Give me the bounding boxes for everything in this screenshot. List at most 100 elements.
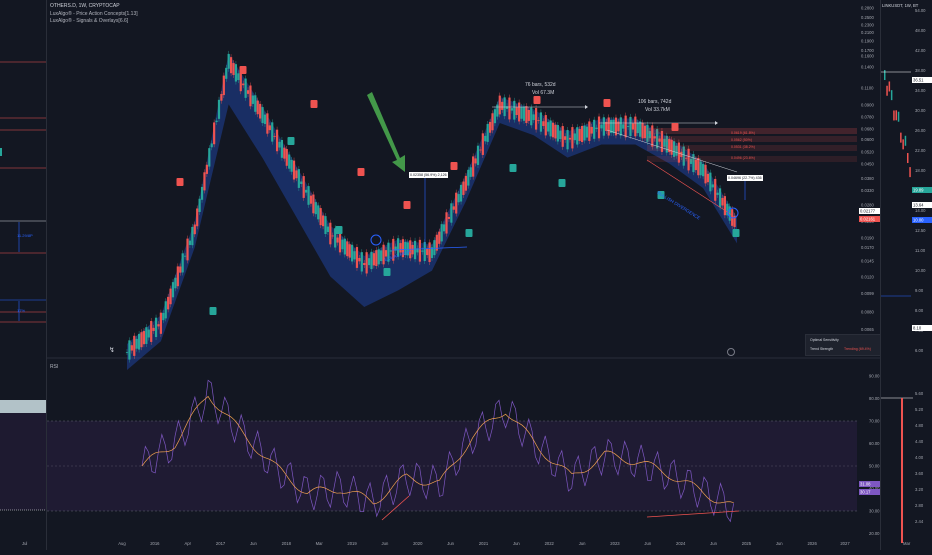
right-price-tag-bg: [912, 325, 932, 331]
candle-body: [246, 90, 250, 94]
rsi-tick: 90.00: [869, 374, 880, 379]
candle-body: [237, 73, 240, 81]
candle-body: [394, 246, 397, 251]
price-tick: 0.0120: [861, 275, 874, 280]
candle-body: [472, 156, 475, 177]
candle-body: [181, 253, 184, 273]
fib-1: 0.0619 (61.8%): [731, 131, 755, 135]
left-chart-panel[interactable]: 11.29/8P 17% Jul: [0, 0, 46, 550]
fib-band: [647, 156, 857, 162]
candle-body: [714, 178, 717, 201]
candle-body: [527, 110, 530, 121]
candle-body: [430, 247, 434, 258]
candle-body: [174, 277, 177, 289]
candle-body: [336, 237, 339, 243]
candle-body: [198, 198, 201, 212]
candle-body: [220, 93, 223, 101]
candle-body: [404, 242, 407, 256]
candle-body: [547, 122, 550, 132]
candle-body: [455, 192, 458, 214]
candle-body: [704, 164, 707, 184]
candle-body: [639, 121, 642, 137]
right-price-tick: 42.00: [915, 48, 926, 53]
candle-body: [372, 253, 376, 266]
main-chart-panel[interactable]: 0.2800 0.2500 0.2300 0.2100 0.1900 0.1700 0.16…: [47, 0, 883, 550]
main-right-separator[interactable]: [880, 0, 881, 550]
candle-body: [389, 250, 392, 252]
candle-body: [191, 226, 194, 246]
candle-body: [150, 320, 153, 342]
equal-high-line: [391, 246, 468, 251]
candle-body: [380, 250, 383, 262]
candle-body: [208, 148, 211, 167]
right-price-tick: 8.00: [915, 308, 924, 313]
buy-signal-icon: [465, 229, 473, 237]
candle-body: [685, 157, 688, 159]
price-tick: 0.1900: [861, 39, 874, 44]
candle-body: [367, 258, 371, 266]
price-tick: 0.0380: [861, 176, 874, 181]
candle-body: [387, 242, 390, 262]
right-price-tick: 26.00: [915, 128, 926, 133]
right-price-tick: 9.00: [915, 288, 924, 293]
right-chart-panel[interactable]: 54.00 48.00 42.00 38.00 34.00 30.00 26.00 22.00…: [881, 0, 932, 550]
candle-body: [457, 194, 460, 203]
candle-body: [283, 147, 286, 159]
candle-body: [498, 95, 501, 115]
candle-body: [167, 296, 170, 310]
sell-signal-icon: [450, 162, 458, 170]
time-tick: 2021: [479, 541, 489, 546]
left-separator[interactable]: [46, 0, 47, 550]
candle-body: [341, 239, 344, 250]
candle-body: [227, 53, 230, 69]
candle-body: [595, 127, 598, 130]
candle-body: [435, 234, 438, 251]
candle-body: [556, 124, 559, 142]
divergence-price-line: [646, 159, 733, 216]
legend-optimal: Optimal Sensitivity: [810, 338, 839, 342]
candle-body: [709, 172, 712, 192]
candle-body: [588, 121, 591, 141]
time-tick: Mar: [316, 541, 324, 546]
candle-body: [128, 340, 131, 360]
candle-body: [309, 195, 313, 204]
candle-body: [288, 154, 291, 169]
candle-body: [443, 224, 446, 232]
candle-body: [580, 125, 584, 143]
fib-band: [647, 128, 857, 134]
candle-body: [554, 124, 557, 139]
price-tick: 0.0600: [861, 137, 874, 142]
fib-band: [647, 136, 857, 142]
candle-body: [222, 75, 225, 96]
main-title: OTHERS.D, 1W, CRYPTOCAP: [50, 3, 120, 9]
left-time-tick: Jul: [22, 541, 28, 546]
candle-body: [559, 130, 562, 140]
candle-body: [726, 203, 729, 216]
candle-body: [600, 124, 603, 129]
candle-body: [384, 250, 388, 257]
candle-body: [249, 85, 252, 107]
candle-body: [285, 148, 288, 166]
right-candle: [886, 85, 888, 96]
candle-body: [423, 241, 426, 262]
right-candle: [900, 132, 902, 143]
candle-body: [377, 249, 380, 265]
candle-body: [413, 240, 417, 260]
candle-body: [697, 158, 700, 176]
candle-body: [694, 159, 697, 171]
candle-body: [203, 172, 206, 191]
candle-body: [493, 109, 497, 124]
right-price-tick: 10.00: [915, 268, 926, 273]
candle-body: [348, 244, 351, 258]
candle-body: [159, 312, 162, 334]
time-tick: Jun: [447, 541, 454, 546]
candle-body: [450, 203, 453, 223]
candle-body: [718, 188, 722, 208]
candle-body: [307, 186, 310, 205]
replay-icon[interactable]: [727, 348, 735, 356]
candle-body: [225, 67, 228, 79]
right-candle: [902, 139, 904, 150]
candle-body: [721, 197, 724, 206]
candle-body: [610, 120, 613, 133]
right-candle: [888, 81, 891, 92]
